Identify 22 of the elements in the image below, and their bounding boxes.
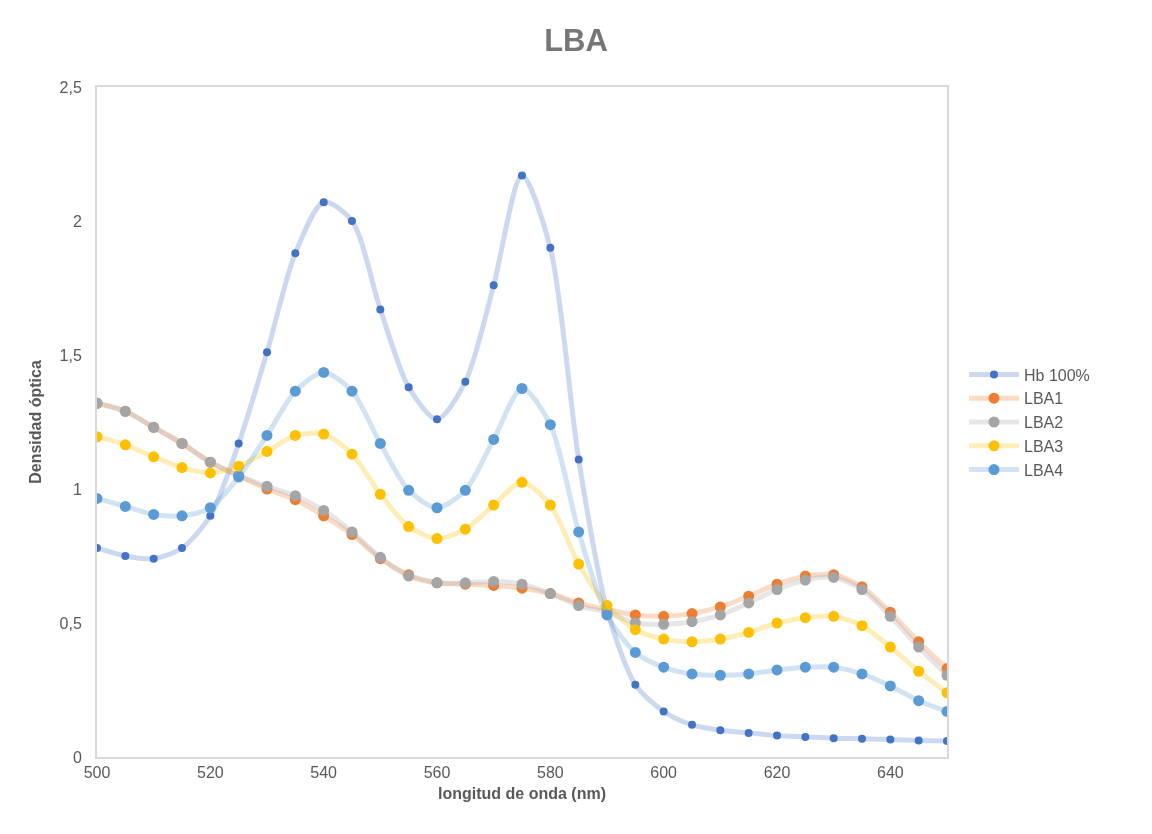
x-tick-label: 520 (196, 764, 224, 782)
legend-label: LBA4 (1024, 461, 1064, 479)
x-tick-label: 640 (876, 764, 904, 782)
x-tick-label: 540 (310, 764, 338, 782)
y-tick-label: 0 (72, 748, 82, 766)
y-tick-label: 2,5 (59, 78, 82, 96)
x-tick-label: 600 (650, 764, 678, 782)
legend-label: Hb 100% (1024, 366, 1090, 384)
x-tick-label: 560 (423, 764, 451, 782)
y-tick-label: 2 (72, 212, 82, 230)
x-axis-title: longitud de onda (nm) (438, 785, 606, 803)
x-tick-label: 500 (83, 764, 111, 782)
legend-label: LBA1 (1024, 390, 1064, 408)
x-tick-label: 580 (536, 764, 564, 782)
legend-label: LBA3 (1024, 438, 1064, 456)
y-tick-label: 1 (72, 480, 82, 498)
y-axis-title: Densidad óptica (26, 360, 44, 484)
chart-title: LBA (544, 22, 608, 58)
x-tick-label: 620 (763, 764, 791, 782)
y-tick-label: 0,5 (59, 614, 82, 632)
y-tick-label: 1,5 (59, 346, 82, 364)
legend-label: LBA2 (1024, 414, 1064, 432)
